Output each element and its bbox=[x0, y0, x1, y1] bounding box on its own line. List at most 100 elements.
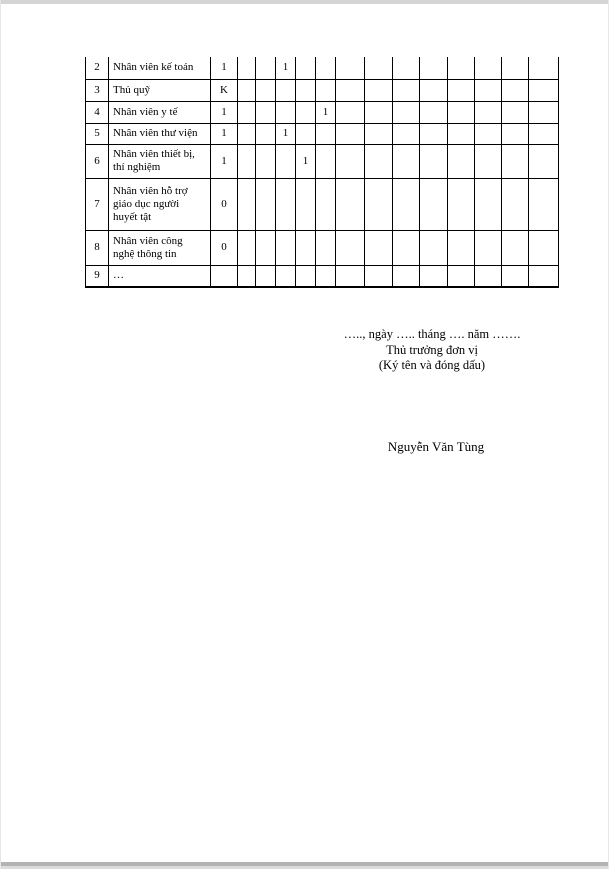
value-cell bbox=[255, 78, 276, 102]
value-cell bbox=[501, 229, 529, 266]
value-cell bbox=[335, 100, 365, 124]
value-cell bbox=[335, 143, 365, 179]
value-cell bbox=[315, 264, 336, 288]
value-cell bbox=[419, 264, 448, 288]
value-cell bbox=[392, 264, 420, 288]
value-cell bbox=[392, 78, 420, 102]
row-number-cell: 7 bbox=[85, 177, 109, 231]
value-cell bbox=[237, 122, 256, 145]
value-cell bbox=[255, 177, 276, 231]
position-name-cell: Thủ quỹ bbox=[108, 78, 211, 102]
value-cell bbox=[419, 122, 448, 145]
value-cell bbox=[275, 229, 296, 266]
value-cell bbox=[392, 57, 420, 80]
value-cell bbox=[335, 229, 365, 266]
value-cell: K bbox=[210, 78, 238, 102]
value-cell bbox=[335, 264, 365, 288]
value-cell bbox=[447, 143, 475, 179]
position-name-cell: Nhân viên y tế bbox=[108, 100, 211, 124]
value-cell: 1 bbox=[210, 143, 238, 179]
value-cell bbox=[237, 264, 256, 288]
value-cell bbox=[237, 100, 256, 124]
value-cell bbox=[237, 143, 256, 179]
value-cell bbox=[501, 122, 529, 145]
position-name-cell: Nhân viên kế toán bbox=[108, 57, 211, 80]
value-cell bbox=[447, 57, 475, 80]
value-cell bbox=[295, 78, 316, 102]
page-bottom-edge bbox=[0, 862, 609, 869]
value-cell: 1 bbox=[275, 122, 296, 145]
value-cell bbox=[335, 122, 365, 145]
value-cell bbox=[528, 78, 559, 102]
value-cell: 1 bbox=[315, 100, 336, 124]
value-cell bbox=[392, 177, 420, 231]
value-cell bbox=[255, 122, 276, 145]
value-cell bbox=[528, 264, 559, 288]
value-cell bbox=[315, 143, 336, 179]
value-cell bbox=[210, 264, 238, 288]
value-cell bbox=[364, 177, 393, 231]
value-cell bbox=[419, 143, 448, 179]
value-cell bbox=[528, 229, 559, 266]
value-cell bbox=[447, 229, 475, 266]
value-cell bbox=[528, 57, 559, 80]
value-cell bbox=[392, 122, 420, 145]
value-cell bbox=[255, 229, 276, 266]
position-name-cell: Nhân viên hỗ trợ giáo dục người huyết tậ… bbox=[108, 177, 211, 231]
table-row: 5 Nhân viên thư viện 1 1 bbox=[85, 122, 559, 145]
value-cell bbox=[295, 57, 316, 80]
value-cell bbox=[364, 264, 393, 288]
value-cell bbox=[392, 100, 420, 124]
signer-title: Thủ trưởng đơn vị bbox=[386, 342, 478, 357]
value-cell bbox=[335, 177, 365, 231]
row-number-cell: 3 bbox=[85, 78, 109, 102]
value-cell bbox=[237, 229, 256, 266]
value-cell bbox=[364, 78, 393, 102]
value-cell bbox=[364, 143, 393, 179]
page-left-edge bbox=[0, 0, 1, 869]
value-cell bbox=[295, 122, 316, 145]
value-cell bbox=[255, 143, 276, 179]
value-cell bbox=[474, 264, 502, 288]
row-number-cell: 4 bbox=[85, 100, 109, 124]
signer-name: Nguyễn Văn Tùng bbox=[387, 439, 485, 454]
value-cell bbox=[447, 100, 475, 124]
value-cell bbox=[315, 122, 336, 145]
position-name-cell: … bbox=[108, 264, 211, 288]
table-row: 7 Nhân viên hỗ trợ giáo dục người huyết t… bbox=[85, 177, 559, 231]
value-cell bbox=[474, 229, 502, 266]
value-cell bbox=[315, 78, 336, 102]
value-cell bbox=[528, 143, 559, 179]
value-cell bbox=[315, 177, 336, 231]
value-cell bbox=[501, 57, 529, 80]
value-cell bbox=[501, 100, 529, 124]
table-row: 9… bbox=[85, 264, 559, 288]
value-cell bbox=[528, 122, 559, 145]
date-line: ….., ngày ….. tháng …. năm ……. bbox=[343, 327, 521, 341]
value-cell bbox=[364, 57, 393, 80]
value-cell bbox=[419, 57, 448, 80]
sign-note: (Ký tên và đóng dấu) bbox=[378, 358, 486, 372]
value-cell bbox=[474, 177, 502, 231]
value-cell bbox=[447, 78, 475, 102]
value-cell bbox=[447, 264, 475, 288]
value-cell: 1 bbox=[210, 57, 238, 80]
value-cell bbox=[419, 78, 448, 102]
value-cell: 1 bbox=[295, 143, 316, 179]
value-cell bbox=[447, 122, 475, 145]
value-cell: 0 bbox=[210, 177, 238, 231]
position-name-cell: Nhân viên thiết bị, thí nghiệm bbox=[108, 143, 211, 179]
value-cell bbox=[501, 143, 529, 179]
value-cell: 0 bbox=[210, 229, 238, 266]
value-cell bbox=[528, 100, 559, 124]
table-row: 4 Nhân viên y tế 1 1 bbox=[85, 100, 559, 124]
value-cell bbox=[364, 100, 393, 124]
value-cell bbox=[295, 100, 316, 124]
value-cell bbox=[501, 78, 529, 102]
value-cell bbox=[474, 78, 502, 102]
value-cell bbox=[295, 264, 316, 288]
value-cell bbox=[528, 177, 559, 231]
value-cell bbox=[335, 78, 365, 102]
value-cell bbox=[315, 57, 336, 80]
value-cell bbox=[474, 122, 502, 145]
